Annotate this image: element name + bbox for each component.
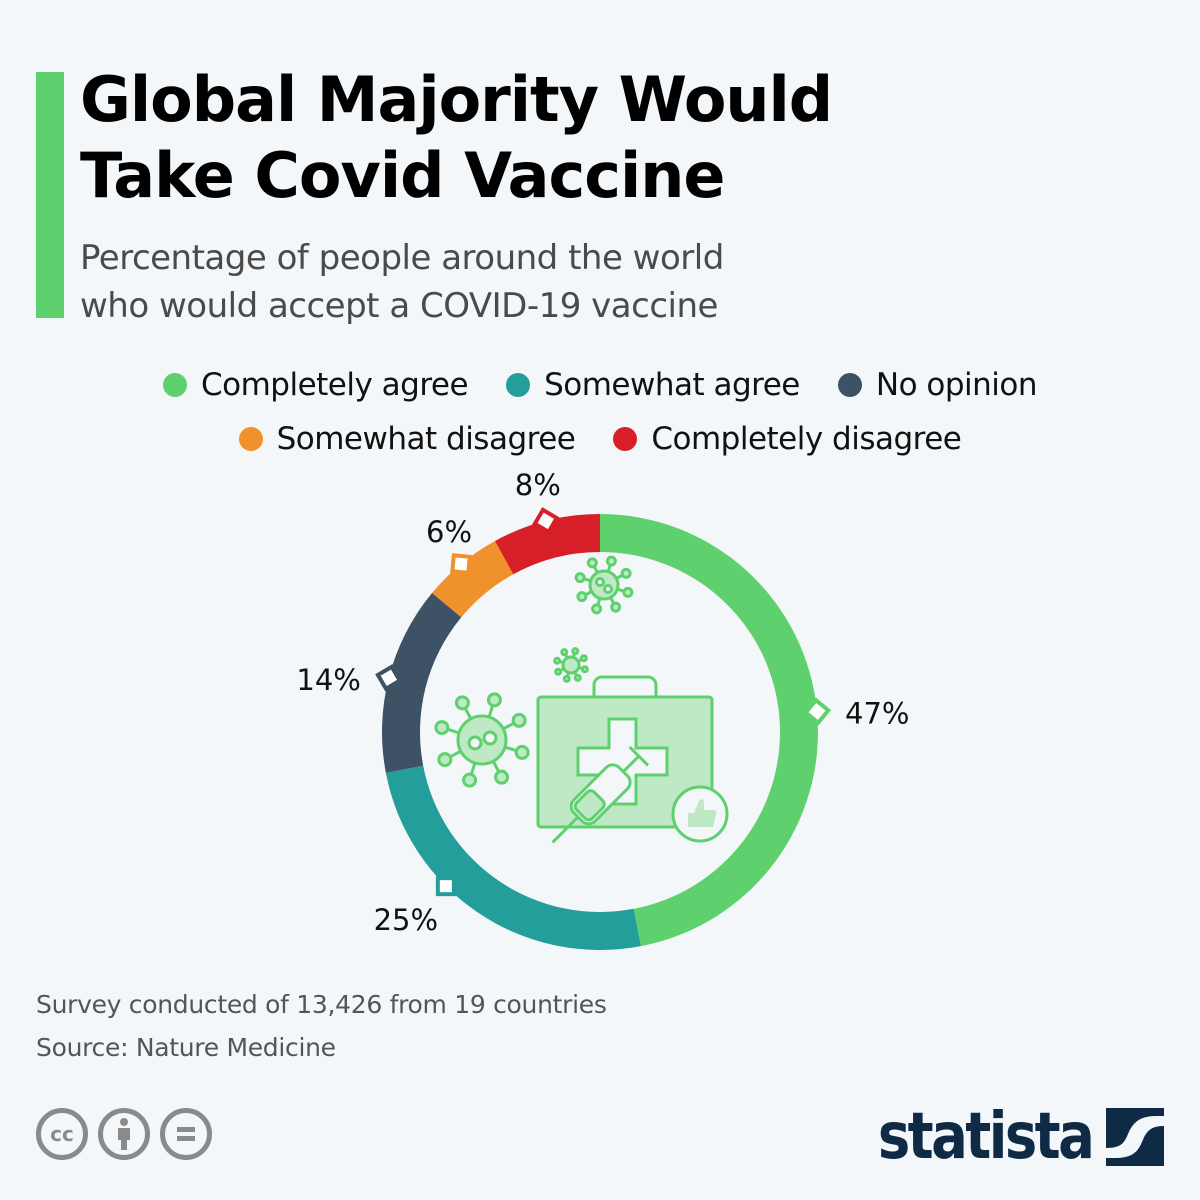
virus-spike-tip [580,665,589,674]
virus-spike [447,727,460,735]
medical-kit-syringe-virus-icon [434,555,729,844]
kit-handle-icon [592,675,658,697]
virus-spike [504,745,517,753]
donut-slice-somewhat-disagree [432,540,514,618]
donut-slice-completely-disagree [494,514,600,575]
legend-swatch [613,427,638,451]
page-subtitle: Percentage of people around the world wh… [80,234,724,330]
virus-spike-tip [553,656,562,665]
data-label: 6% [426,515,472,549]
slice-marker [802,697,832,726]
statista-logo[interactable]: statista [840,1100,1164,1174]
virus-icon [434,692,530,788]
equals-glyph [177,1127,195,1141]
cc-label: cc [50,1122,74,1146]
virus-spike-tip [462,772,478,788]
virus-spike-tip [620,567,632,579]
virus-spike [502,721,515,731]
source-note: Source: Nature Medicine [36,1033,336,1062]
virus-spike-tip [454,695,470,711]
legend-item-completely-disagree: Completely disagree [613,421,962,457]
legend-label: Completely agree [200,367,469,403]
cc-icon[interactable]: cc [36,1108,88,1160]
virus-spike-tip [560,648,569,657]
title-accent-bar [36,72,64,318]
donut-slice-no-opinion [382,593,462,773]
donut-slice-completely-agree [600,514,818,947]
virus-spike-tip [554,667,563,676]
virus-spike [487,705,495,718]
legend-label: Somewhat disagree [276,421,576,457]
license-icons: cc [36,1108,212,1160]
legend-swatch [238,427,263,451]
virus-spike-tip [486,692,502,708]
virus-spike-tip [591,603,603,615]
virus-spike-tip [514,744,530,760]
virus-spike [463,707,473,720]
legend-item-completely-agree: Completely agree [162,367,469,403]
attribution-icon[interactable] [98,1108,150,1160]
virus-spike-tip [576,591,588,603]
legend-row-2: Somewhat disagree Completely disagree [0,412,1200,466]
subtitle-line-2: who would accept a COVID-19 vaccine [80,286,718,326]
virus-spike-tip [571,647,580,656]
virus-spike-tip [511,712,527,728]
virus-spike-tip [579,654,588,663]
thumb-glyph [688,799,717,827]
virus-spike-tip [437,752,453,768]
data-label: 14% [296,663,360,697]
virus-spike [491,760,501,773]
virus-spike-tip [605,555,617,567]
virus-spike-tip [494,769,510,785]
virus-spike-tip [574,572,586,584]
virus-icon [574,555,634,615]
legend-row-1: Completely agree Somewhat agree No opini… [0,358,1200,412]
legend-swatch [162,373,187,397]
data-label: 25% [374,903,438,937]
no-derivatives-icon[interactable] [160,1108,212,1160]
slice-marker [435,876,456,897]
legend-item-somewhat-disagree: Somewhat disagree [238,421,576,457]
survey-note: Survey conducted of 13,426 from 19 count… [36,990,607,1019]
legend-label: No opinion [875,367,1038,403]
medical-cross-icon [576,717,669,806]
virus-icon [553,647,589,683]
virus-spike-tip [573,673,582,682]
page-title: Global Majority Would Take Covid Vaccine [80,62,833,214]
virus-spike-tip [434,720,450,736]
slice-marker [532,507,560,535]
legend-label: Completely disagree [651,421,962,457]
chart-legend: Completely agree Somewhat agree No opini… [0,358,1200,466]
legend-item-somewhat-agree: Somewhat agree [506,367,800,403]
data-label: 8% [515,468,561,502]
person-glyph [118,1118,130,1150]
virus-spike [469,762,477,775]
syringe-icon [551,745,650,844]
data-label: 47% [845,696,909,730]
legend-label: Somewhat agree [544,367,800,403]
slice-marker [375,664,403,692]
virus-spike [449,749,462,759]
statista-mark-icon [1106,1108,1164,1166]
virus-spike-tip [622,586,634,598]
slice-marker [450,553,472,575]
donut-slice-somewhat-agree [385,765,641,950]
virus-spike-tip [562,674,571,683]
title-line-2: Take Covid Vaccine [80,139,725,212]
virus-spike-tip [610,601,622,613]
legend-swatch [837,373,862,397]
subtitle-line-1: Percentage of people around the world [80,238,724,278]
title-line-1: Global Majority Would [80,63,833,136]
legend-item-no-opinion: No opinion [837,367,1038,403]
brand-name: statista [877,1100,1095,1174]
legend-swatch [506,373,531,397]
virus-spike-tip [586,557,598,569]
